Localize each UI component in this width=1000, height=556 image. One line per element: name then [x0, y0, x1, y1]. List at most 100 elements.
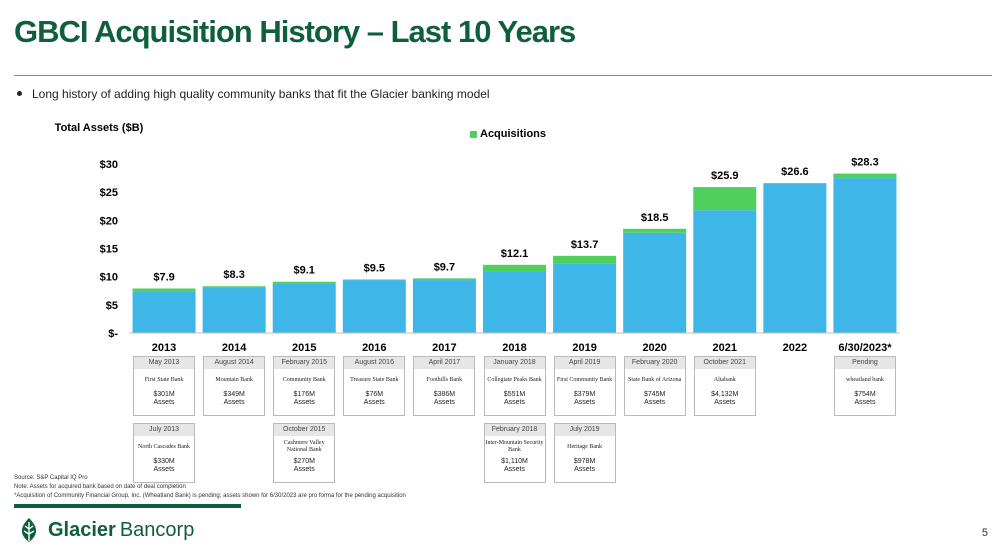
footnote-source: Source: S&P Capital IQ Pro [14, 475, 88, 481]
card-date: October 2015 [274, 424, 335, 436]
bar-acquisition [202, 286, 266, 288]
bar-base [693, 210, 757, 333]
bank-logo: Collegiate Peaks Bank [487, 376, 542, 383]
card-date: October 2021 [694, 357, 755, 369]
card-date: August 2014 [204, 357, 265, 369]
acquisition-card: April 2017 Foothills Bank $386M Assets [413, 356, 476, 416]
bank-logo: Treasure State Bank [350, 376, 399, 383]
x-tick-label: 2018 [502, 342, 526, 354]
page-title: GBCI Acquisition History – Last 10 Years [14, 14, 576, 49]
footnote-note: Note: Assets for acquired bank based on … [14, 484, 186, 490]
brand-name-bold: Glacier [48, 518, 116, 541]
bank-logo: Inter-Mountain Security Bank [485, 440, 544, 453]
data-label: $9.7 [434, 261, 455, 273]
card-amount-unit: Assets [153, 399, 175, 406]
x-tick-label: 2020 [642, 342, 666, 354]
x-tick-label: 2021 [713, 342, 737, 354]
acquisition-card: October 2021 Altabank $4,132M Assets [693, 356, 756, 416]
acquisition-card: February 2018 Inter-Mountain Security Ban… [483, 423, 546, 483]
card-amount: $270M [293, 458, 315, 465]
data-label: $12.1 [501, 248, 529, 260]
x-tick-label: 2015 [292, 342, 316, 354]
x-tick-label: 2014 [222, 342, 247, 354]
card-amount-unit: Assets [293, 466, 315, 473]
footer-accent-bar [14, 504, 241, 508]
acquisition-card: August 2014 Mountain Bank $349M Assets [203, 356, 266, 416]
card-amount-unit: Assets [363, 399, 385, 406]
card-amount-unit: Assets [433, 399, 455, 406]
card-date: February 2015 [274, 357, 335, 369]
card-amount-unit: Assets [503, 466, 525, 473]
bar-base [623, 232, 687, 333]
card-amount: $4,132M [711, 391, 739, 398]
acquisition-card: February 2015 Community Bank $176M Assets [273, 356, 336, 416]
card-amount: $386M [433, 391, 456, 398]
card-amount: $301M [153, 391, 175, 398]
card-amount: $1,110M [501, 458, 528, 465]
y-tick-label: $10 [100, 272, 118, 284]
bank-logo: State Bank of Arizona [628, 376, 682, 383]
data-label: $8.3 [223, 269, 244, 281]
bar-base [553, 263, 617, 333]
bar-acquisition [553, 255, 617, 264]
acquisition-card: October 2015 Cashmere Valley National Ban… [273, 423, 336, 483]
card-amount: $349M [223, 391, 245, 398]
data-label: $28.3 [851, 157, 879, 169]
x-tick-label: 2017 [432, 342, 456, 354]
y-tick-label: $5 [106, 300, 118, 312]
card-date: February 2020 [624, 357, 685, 369]
card-amount-unit: Assets [574, 399, 596, 406]
bank-logo: First Community Bank [556, 376, 613, 383]
card-date: July 2013 [134, 424, 195, 436]
bar-acquisition [623, 228, 687, 233]
bar-base [412, 280, 476, 333]
card-date: May 2013 [134, 357, 195, 369]
card-date: July 2019 [554, 424, 615, 436]
bank-logo: Cashmere Valley National Bank [283, 440, 325, 453]
card-amount: $745M [643, 391, 666, 398]
bar-acquisition [483, 264, 546, 272]
card-amount: $379M [573, 391, 596, 398]
x-tick-label: 2019 [572, 342, 596, 354]
card-amount-unit: Assets [574, 466, 596, 473]
card-amount: $551M [503, 391, 526, 398]
card-date: April 2017 [414, 357, 475, 369]
card-amount-unit: Assets [293, 399, 315, 406]
card-amount-unit: Assets [644, 399, 666, 406]
x-tick-label: 6/30/2023* [838, 342, 892, 354]
card-amount: $176M [293, 391, 315, 398]
bank-logo: Foothills Bank [426, 376, 463, 383]
bar-acquisition [693, 187, 757, 211]
data-label: $26.6 [781, 166, 809, 178]
bar-base [483, 271, 546, 333]
glacier-leaf-icon [21, 518, 37, 542]
bar-acquisition [272, 281, 336, 284]
bullet-text: Long history of adding high quality comm… [32, 87, 490, 101]
data-label: $25.9 [711, 170, 739, 182]
bank-logo: Altabank [713, 376, 736, 383]
bank-logo: Mountain Bank [215, 376, 253, 383]
bar-base [202, 287, 266, 333]
card-amount: $330M [153, 458, 175, 465]
bar-acquisition [132, 288, 196, 292]
acquisition-card: July 2019 Heritage Bank $978M Assets [553, 423, 616, 483]
y-tick-label: $20 [100, 215, 118, 227]
card-amount-unit: Assets [153, 466, 175, 473]
bank-logo: Community Bank [282, 376, 326, 383]
acquisition-card: January 2018 Collegiate Peaks Bank $551M As… [483, 356, 546, 416]
card-date: February 2018 [484, 424, 545, 436]
card-amount: $76M [365, 391, 384, 398]
card-date: August 2016 [344, 357, 405, 369]
bar-base [833, 178, 897, 333]
acquisition-card: May 2013 First State Bank $301M Assets [133, 356, 196, 416]
x-tick-label: 2016 [362, 342, 386, 354]
bank-logo: North Cascades Bank [138, 443, 191, 450]
card-amount-unit: Assets [714, 399, 736, 406]
card-date: Pending [834, 357, 895, 369]
bar-acquisition [412, 278, 476, 281]
bar-base [763, 183, 827, 333]
y-axis-title: Total Assets ($B) [54, 122, 144, 134]
data-label: $13.7 [571, 239, 599, 251]
company-logo: Glacier Bancorp [18, 517, 194, 543]
data-label: $9.5 [364, 262, 385, 274]
